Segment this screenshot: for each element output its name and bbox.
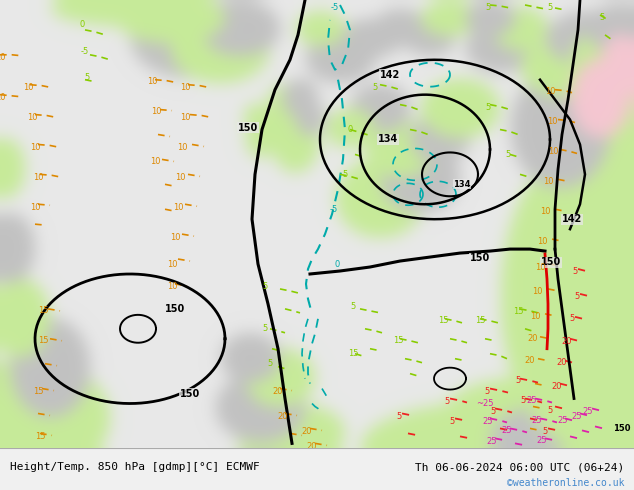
- Text: 20: 20: [527, 334, 538, 343]
- Text: 5: 5: [547, 406, 553, 415]
- Text: 5: 5: [599, 13, 605, 23]
- Text: 25: 25: [527, 396, 537, 405]
- Text: 142: 142: [562, 214, 582, 224]
- Text: 10: 10: [27, 113, 37, 122]
- Text: 20: 20: [562, 337, 573, 346]
- Text: 5: 5: [262, 282, 268, 292]
- Text: 15: 15: [35, 432, 45, 441]
- Text: 25: 25: [532, 416, 542, 425]
- Text: 20: 20: [307, 442, 317, 451]
- Text: 0: 0: [347, 125, 353, 134]
- Text: 5: 5: [486, 3, 491, 12]
- Text: 10: 10: [0, 53, 5, 62]
- Text: 20: 20: [302, 427, 313, 436]
- Text: 5: 5: [574, 293, 579, 301]
- Text: 10: 10: [172, 203, 183, 212]
- Text: 134: 134: [378, 134, 398, 145]
- Text: 10: 10: [177, 143, 187, 152]
- Text: 10: 10: [180, 83, 190, 92]
- Text: 5: 5: [573, 268, 578, 276]
- Text: ~25: ~25: [476, 399, 494, 408]
- Text: Th 06-06-2024 06:00 UTC (06+24): Th 06-06-2024 06:00 UTC (06+24): [415, 462, 624, 472]
- Text: 15: 15: [33, 387, 43, 396]
- Text: 10: 10: [530, 312, 540, 321]
- Text: 10: 10: [175, 173, 185, 182]
- Text: 15: 15: [392, 336, 403, 345]
- Text: 10: 10: [547, 117, 557, 126]
- Text: 15: 15: [437, 317, 448, 325]
- Text: 10: 10: [150, 157, 160, 166]
- Text: 150: 150: [470, 253, 490, 263]
- Text: -5: -5: [81, 48, 89, 56]
- Text: 25: 25: [583, 407, 593, 416]
- Text: 5: 5: [542, 427, 548, 436]
- Text: 10: 10: [23, 83, 33, 92]
- Text: 10: 10: [537, 237, 547, 245]
- Text: 5: 5: [450, 417, 455, 426]
- Text: 10: 10: [30, 143, 40, 152]
- Text: 5: 5: [396, 412, 401, 421]
- Text: 10: 10: [167, 260, 178, 269]
- Text: 150: 150: [238, 122, 258, 132]
- Text: 5: 5: [262, 324, 268, 333]
- Text: 20: 20: [552, 382, 562, 391]
- Text: 25: 25: [501, 426, 512, 435]
- Text: 0: 0: [334, 260, 340, 269]
- Text: 20: 20: [278, 412, 288, 421]
- Text: 5: 5: [490, 407, 496, 416]
- Text: 10: 10: [180, 113, 190, 122]
- Text: 10: 10: [30, 203, 40, 212]
- Text: 10: 10: [532, 288, 542, 296]
- Text: 20: 20: [557, 358, 567, 367]
- Text: 5: 5: [521, 396, 526, 405]
- Text: 10: 10: [534, 263, 545, 271]
- Text: 5: 5: [484, 387, 489, 396]
- Text: 5: 5: [268, 359, 273, 368]
- Text: 25: 25: [482, 417, 493, 426]
- Text: 150: 150: [180, 389, 200, 398]
- Text: 25: 25: [487, 437, 497, 446]
- Text: 150: 150: [541, 257, 561, 267]
- Text: 10: 10: [545, 87, 555, 96]
- Text: 5: 5: [486, 103, 491, 112]
- Text: 25: 25: [537, 436, 547, 445]
- Text: 5: 5: [515, 376, 521, 385]
- Text: 25: 25: [558, 416, 568, 425]
- Text: 15: 15: [475, 317, 485, 325]
- Text: 15: 15: [38, 336, 48, 345]
- Text: 5: 5: [569, 314, 574, 323]
- Text: 20: 20: [273, 387, 283, 396]
- Text: 0: 0: [79, 21, 84, 29]
- Text: 15: 15: [348, 349, 358, 358]
- Text: -5: -5: [331, 3, 339, 12]
- Text: Height/Temp. 850 hPa [gdmp][°C] ECMWF: Height/Temp. 850 hPa [gdmp][°C] ECMWF: [10, 462, 259, 472]
- Text: 134: 134: [453, 180, 471, 189]
- Text: 10: 10: [170, 233, 180, 242]
- Text: 5: 5: [342, 170, 347, 179]
- Text: 10: 10: [33, 173, 43, 182]
- Text: 10: 10: [540, 207, 550, 216]
- Text: 25: 25: [572, 412, 582, 421]
- Text: -5: -5: [330, 205, 338, 214]
- Text: 5: 5: [351, 302, 356, 311]
- Text: 20: 20: [525, 356, 535, 365]
- Text: 10: 10: [167, 282, 178, 292]
- Text: 142: 142: [380, 70, 400, 80]
- Text: 5: 5: [505, 150, 510, 159]
- Text: 5: 5: [84, 73, 89, 82]
- Text: 10: 10: [0, 93, 5, 102]
- Text: 15: 15: [513, 307, 523, 317]
- Text: 10: 10: [548, 147, 559, 156]
- Text: 10: 10: [151, 107, 161, 116]
- Text: 10: 10: [543, 177, 553, 186]
- Text: 10: 10: [146, 77, 157, 86]
- Text: 5: 5: [372, 83, 378, 92]
- Text: 150: 150: [165, 304, 185, 314]
- Text: 5: 5: [444, 397, 450, 406]
- Text: 5: 5: [547, 3, 553, 12]
- Text: 15: 15: [38, 306, 48, 316]
- Text: 150: 150: [613, 424, 631, 433]
- Text: ©weatheronline.co.uk: ©weatheronline.co.uk: [507, 478, 624, 488]
